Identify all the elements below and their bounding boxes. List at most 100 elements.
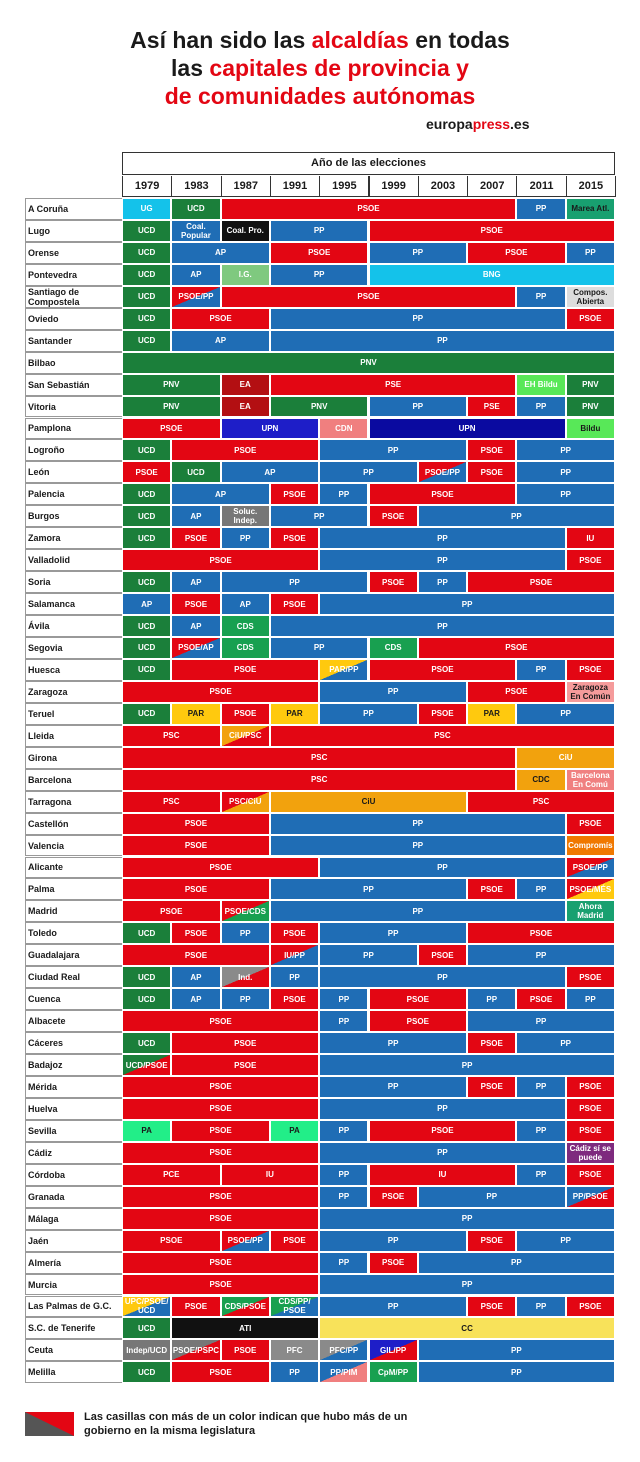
mayor-party-label: PP xyxy=(461,1280,473,1290)
mayor-cell: PSOE xyxy=(122,900,221,923)
mayor-cell: PP xyxy=(516,1163,566,1186)
mayor-party-label: PP xyxy=(338,1170,350,1180)
mayor-party-label: UCD xyxy=(187,467,205,477)
mayor-party-label: PNV xyxy=(582,380,599,390)
mayor-party-label: PP xyxy=(511,1258,522,1268)
mayor-party-label: GIL/PP xyxy=(380,1345,407,1355)
mayor-cell: PSOE xyxy=(269,483,320,506)
mayor-cell: PSOE xyxy=(220,285,517,308)
mayor-party-label: PSC xyxy=(310,775,328,785)
mayor-party-label: PP xyxy=(535,1082,547,1092)
mayor-party-label: PSOE xyxy=(579,972,602,982)
city-label: Segovia xyxy=(25,637,122,659)
city-label: Guadalajara xyxy=(25,944,122,967)
mayor-party-label: PP xyxy=(535,1016,547,1026)
mayor-party-label: UCD xyxy=(137,1323,156,1333)
mayor-cell: AP xyxy=(171,988,221,1011)
mayor-cell: PP xyxy=(220,571,369,594)
mayor-cell: PNV xyxy=(122,351,615,374)
mayor-party-label: PP xyxy=(412,248,424,258)
mayor-cell: UPC/PSOE/ UCD xyxy=(122,1295,172,1318)
mayor-cell: PSOE xyxy=(368,571,418,594)
mayor-cell: PP xyxy=(319,593,615,616)
mayor-party-label: PSOE xyxy=(579,314,602,324)
year-1999: 1999 xyxy=(368,176,419,197)
mayor-cell: UCD xyxy=(122,658,172,681)
city-label: Bilbao xyxy=(25,351,122,374)
mayor-party-label: PSOE xyxy=(283,928,306,938)
mayor-cell: PP xyxy=(516,1119,566,1142)
mayor-cell: PP xyxy=(319,1141,566,1164)
mayor-party-label: PNV xyxy=(163,402,180,412)
mayor-party-label: Barcelona En Comú xyxy=(570,770,610,789)
mayor-cell: PSC xyxy=(467,790,615,813)
mayor-cell: PP xyxy=(516,1032,615,1055)
mayor-cell: PSOE xyxy=(171,922,221,945)
city-label: Lugo xyxy=(25,219,122,242)
mayor-party-label: PSOE xyxy=(209,1148,232,1158)
mayor-party-label: PSOE xyxy=(357,204,380,214)
mayor-party-label: AP xyxy=(264,467,276,477)
mayor-party-label: UCD xyxy=(137,533,156,543)
mayor-party-label: UCD xyxy=(137,336,156,346)
mayor-party-label: PP xyxy=(511,1345,522,1355)
mayor-party-label: PSOE xyxy=(209,555,232,565)
mayor-party-label: Indep/UCD xyxy=(126,1345,168,1355)
mayor-party-label: PSOE xyxy=(209,687,232,697)
chart-title: Así han sido las alcaldías en todas las … xyxy=(0,26,640,110)
city-label: Cuenca xyxy=(25,988,122,1011)
mayor-cell: PSOE xyxy=(368,1185,418,1208)
city-label: Palma xyxy=(25,878,122,901)
mayor-party-label: PP xyxy=(511,1367,522,1377)
mayor-cell: PSOE xyxy=(467,241,566,264)
mayor-cell: UCD xyxy=(122,241,172,264)
mayor-cell: PP xyxy=(319,483,369,506)
mayor-cell: PP xyxy=(319,856,566,879)
mayor-cell: PSOE xyxy=(269,922,320,945)
mayor-cell: PP xyxy=(319,439,468,462)
mayor-cell: Compromís xyxy=(565,834,615,857)
year-2007: 2007 xyxy=(467,176,518,197)
title-line-3: de comunidades autónomas xyxy=(164,83,476,109)
mayor-cell: AP xyxy=(122,593,172,616)
city-label: Valencia xyxy=(25,834,122,857)
mayor-cell: AP xyxy=(220,461,320,484)
mayor-cell: PSOE/AP xyxy=(171,637,221,659)
mayor-cell: PSOE/PSPC xyxy=(171,1339,221,1362)
mayor-cell: PSOE xyxy=(122,1141,320,1164)
mayor-party-label: UCD xyxy=(137,270,156,280)
mayor-cell: PP xyxy=(565,988,615,1011)
mayor-party-label: PSOE xyxy=(234,1038,257,1048)
mayor-party-label: PSOE xyxy=(579,555,602,565)
mayor-cell: PP xyxy=(319,1097,566,1120)
mayor-cell: PSOE xyxy=(368,988,468,1011)
mayor-cell: PSOE xyxy=(368,658,517,681)
mayor-cell: UG xyxy=(122,198,172,220)
mayor-cell: AP xyxy=(220,593,270,616)
mayor-cell: AP xyxy=(171,966,221,989)
mayor-party-label: UCD xyxy=(137,445,156,455)
legend-text: Las casillas con más de un color indican… xyxy=(84,1411,408,1437)
mayor-cell: PP xyxy=(220,988,270,1011)
mayor-cell: AP xyxy=(171,615,221,637)
mayor-party-label: UG xyxy=(140,204,153,214)
mayor-cell: PSOE xyxy=(171,658,320,681)
mayor-party-label: PP xyxy=(437,862,448,872)
mayor-party-label: PAR xyxy=(286,709,303,719)
mayor-cell: Barcelona En Comú xyxy=(565,768,615,791)
mayor-cell: PP xyxy=(269,812,566,835)
mayor-party-label: PSOE/PP xyxy=(424,467,460,477)
mayor-party-label: Compos. Abierta xyxy=(573,287,608,306)
mayor-cell: PSOE xyxy=(171,1032,320,1055)
mayor-cell: PSOE xyxy=(467,1076,517,1098)
mayor-party-label: PSOE/PSPC xyxy=(172,1345,220,1355)
mayor-party-label: PSC xyxy=(532,797,550,807)
mayor-cell: UCD xyxy=(122,263,172,286)
mayor-cell: PSOE/PP xyxy=(171,285,221,308)
mayor-party-label: PSOE xyxy=(283,599,306,609)
mayor-party-label: I.G. xyxy=(238,270,252,280)
mayor-party-label: PSOE xyxy=(209,1082,232,1092)
mayor-party-label: PSOE xyxy=(529,577,553,587)
mayor-cell: UCD xyxy=(122,505,172,528)
mayor-party-label: PSOE xyxy=(431,950,454,960)
